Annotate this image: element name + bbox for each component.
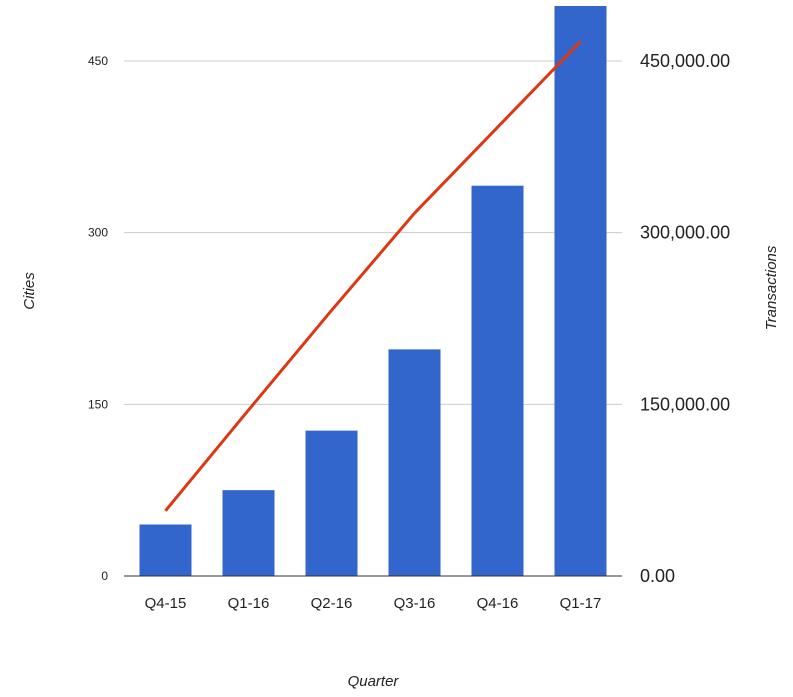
bar-q4-15 xyxy=(139,524,192,576)
right-axis-title: Transactions xyxy=(763,245,780,330)
left-tick-label: 450 xyxy=(88,54,108,68)
x-tick-label: Q4-15 xyxy=(145,595,187,612)
bar-q1-17 xyxy=(554,6,607,576)
left-tick-label: 150 xyxy=(88,397,108,411)
right-tick-label: 0.00 xyxy=(640,566,675,586)
left-tick-label: 300 xyxy=(88,226,108,240)
x-axis-ticks: Q4-15 Q1-16 Q2-16 Q3-16 Q4-16 Q1-17 xyxy=(145,595,602,612)
x-tick-label: Q3-16 xyxy=(394,595,436,612)
bars xyxy=(139,6,607,576)
x-tick-label: Q1-16 xyxy=(228,595,270,612)
bar-q2-16 xyxy=(305,430,358,576)
right-tick-label: 450,000.00 xyxy=(640,51,730,71)
bar-q4-16 xyxy=(471,185,524,576)
left-axis-ticks: 0 150 300 450 xyxy=(88,54,108,583)
left-axis-title: Cities xyxy=(21,272,38,310)
gridlines xyxy=(124,60,622,405)
bar-q1-16 xyxy=(222,490,275,576)
right-axis-ticks: 0.00 150,000.00 300,000.00 450,000.00 xyxy=(640,51,730,586)
x-tick-label: Q2-16 xyxy=(311,595,353,612)
left-tick-label: 0 xyxy=(101,569,108,583)
x-tick-label: Q4-16 xyxy=(477,595,519,612)
line-series xyxy=(164,40,582,512)
x-tick-label: Q1-17 xyxy=(560,595,602,612)
right-tick-label: 300,000.00 xyxy=(640,223,730,243)
x-axis-title: Quarter xyxy=(348,673,400,690)
transactions-line xyxy=(164,40,582,512)
bar-q3-16 xyxy=(388,349,441,576)
right-tick-label: 150,000.00 xyxy=(640,394,730,414)
